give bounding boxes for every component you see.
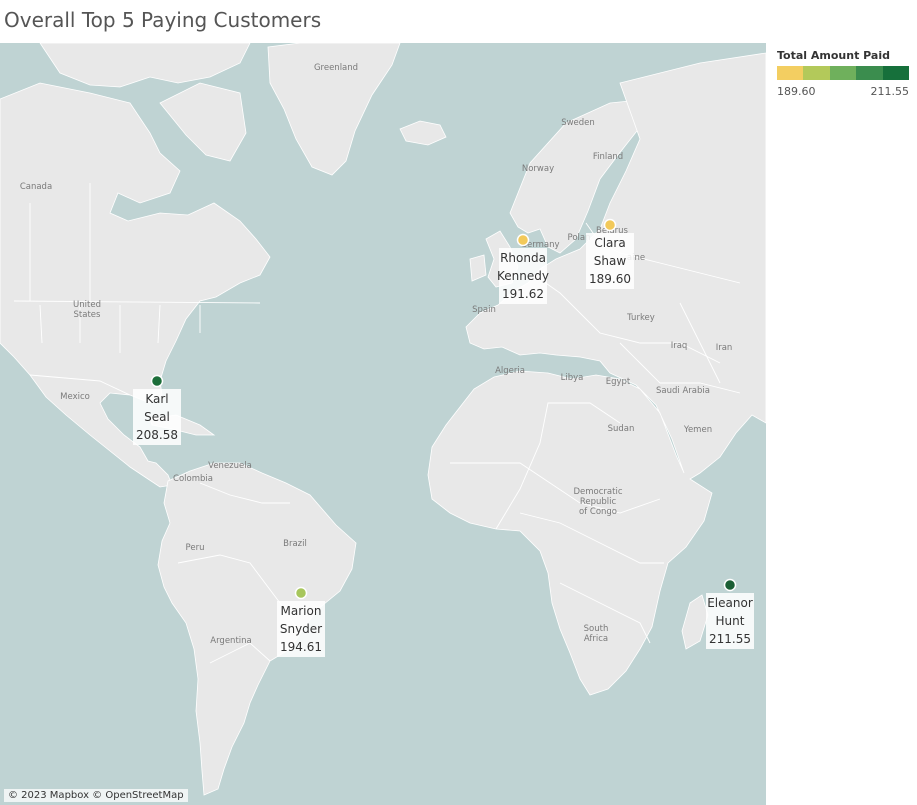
landmass-ireland — [469, 254, 487, 282]
legend-swatch-3 — [829, 66, 857, 80]
marker-name-label: Clara — [594, 236, 625, 250]
marker-name-label: Shaw — [594, 254, 627, 268]
marker-name-label: Seal — [144, 410, 170, 424]
marker-name-label: Marion — [281, 604, 322, 618]
label-germany: Germany — [520, 240, 559, 250]
label-colombia: Colombia — [173, 474, 213, 484]
legend-title: Total Amount Paid — [777, 49, 890, 62]
marker-name-label: Eleanor — [707, 596, 753, 610]
legend-max-label: 211.55 — [870, 85, 910, 98]
marker-label-box — [277, 601, 325, 657]
label-iran: Iran — [716, 343, 733, 353]
landmass-iceland — [399, 120, 447, 146]
label-ukraine: aine — [627, 253, 645, 263]
landmass-baffin-island — [159, 82, 247, 162]
marker-dot[interactable] — [723, 578, 737, 592]
marker-value-label: 211.55 — [709, 632, 751, 646]
label-sweden: Sweden — [561, 118, 595, 128]
marker-value-label: 189.60 — [589, 272, 631, 286]
legend-swatch-1 — [777, 66, 804, 80]
marker-value-label: 208.58 — [136, 428, 178, 442]
legend-swatch-4 — [856, 66, 883, 80]
map-canvas[interactable]: Greenland Canada United States Mexico Ven… — [0, 43, 766, 805]
label-south-africa: South Africa — [584, 624, 609, 644]
label-canada: Canada — [20, 182, 52, 192]
landmass-madagascar — [681, 594, 709, 650]
label-yemen: Yemen — [683, 425, 712, 435]
landmass-south-america — [157, 462, 357, 796]
marker-label-box — [706, 593, 754, 649]
label-venezuela: Venezuela — [208, 461, 252, 471]
landmass-arctic-islands — [39, 43, 251, 88]
landmass-greenland — [267, 43, 401, 176]
label-greenland: Greenland — [314, 63, 358, 73]
color-legend: Total Amount Paid 189.60 211.55 — [777, 49, 915, 98]
label-united-states: United States — [73, 300, 101, 320]
landmass-eurasia-africa — [427, 52, 766, 696]
marker-name-label: Karl — [145, 392, 168, 406]
marker-dot[interactable] — [516, 233, 530, 247]
world-map[interactable]: Greenland Canada United States Mexico Ven… — [0, 43, 766, 805]
marker-label-box — [499, 248, 547, 304]
label-turkey: Turkey — [626, 313, 655, 323]
legend-color-ramp — [777, 66, 910, 80]
marker-value-label: 194.61 — [280, 640, 322, 654]
label-poland: Polan — [568, 233, 591, 243]
marker-eleanor-hunt[interactable]: Eleanor Hunt 211.55 — [706, 578, 754, 650]
marker-rhonda-kennedy[interactable]: Rhonda Kennedy 191.62 — [497, 233, 549, 305]
legend-swatch-2 — [803, 66, 830, 80]
marker-name-label: Snyder — [280, 622, 322, 636]
label-drc: Democratic Republic of Congo — [574, 487, 623, 517]
marker-marion-snyder[interactable]: Marion Snyder 194.61 — [277, 586, 325, 658]
label-algeria: Algeria — [495, 366, 525, 376]
label-saudi-arabia: Saudi Arabia — [656, 386, 710, 396]
customer-markers[interactable]: Karl Seal 208.58 Rhonda Kennedy 191.62 Clara Sh… — [133, 218, 754, 658]
legend-min-label: 189.60 — [777, 85, 816, 98]
label-iraq: Iraq — [671, 341, 688, 351]
landmass-north-america — [0, 82, 271, 488]
marker-label-box — [586, 233, 634, 289]
marker-dot[interactable] — [294, 586, 308, 600]
marker-name-label: Hunt — [716, 614, 745, 628]
label-sudan: Sudan — [608, 424, 635, 434]
label-libya: Libya — [561, 373, 584, 383]
label-peru: Peru — [186, 543, 205, 553]
label-argentina: Argentina — [210, 636, 251, 646]
label-brazil: Brazil — [283, 539, 307, 549]
marker-dot[interactable] — [150, 374, 164, 388]
place-labels: Greenland Canada United States Mexico Ven… — [20, 63, 732, 646]
label-spain: Spain — [472, 305, 496, 315]
marker-name-label: Rhonda — [500, 251, 546, 265]
label-norway: Norway — [522, 164, 554, 174]
label-egypt: Egypt — [606, 377, 631, 387]
legend-labels: 189.60 211.55 — [777, 85, 909, 98]
marker-dot[interactable] — [603, 218, 617, 232]
marker-label-box — [133, 389, 181, 445]
marker-name-label: Kennedy — [497, 269, 549, 283]
legend-swatch-5 — [882, 66, 910, 80]
marker-clara-shaw[interactable]: Clara Shaw 189.60 — [586, 218, 634, 290]
marker-value-label: 191.62 — [502, 287, 544, 301]
map-attribution[interactable]: © 2023 Mapbox © OpenStreetMap — [4, 789, 188, 802]
marker-karl-seal[interactable]: Karl Seal 208.58 — [133, 374, 181, 446]
page-title: Overall Top 5 Paying Customers — [4, 8, 322, 32]
land-layer — [0, 43, 766, 796]
label-mexico: Mexico — [60, 392, 90, 402]
landmass-scandinavia — [509, 98, 651, 254]
label-belarus: Belarus — [596, 226, 629, 236]
label-finland: Finland — [593, 152, 623, 162]
